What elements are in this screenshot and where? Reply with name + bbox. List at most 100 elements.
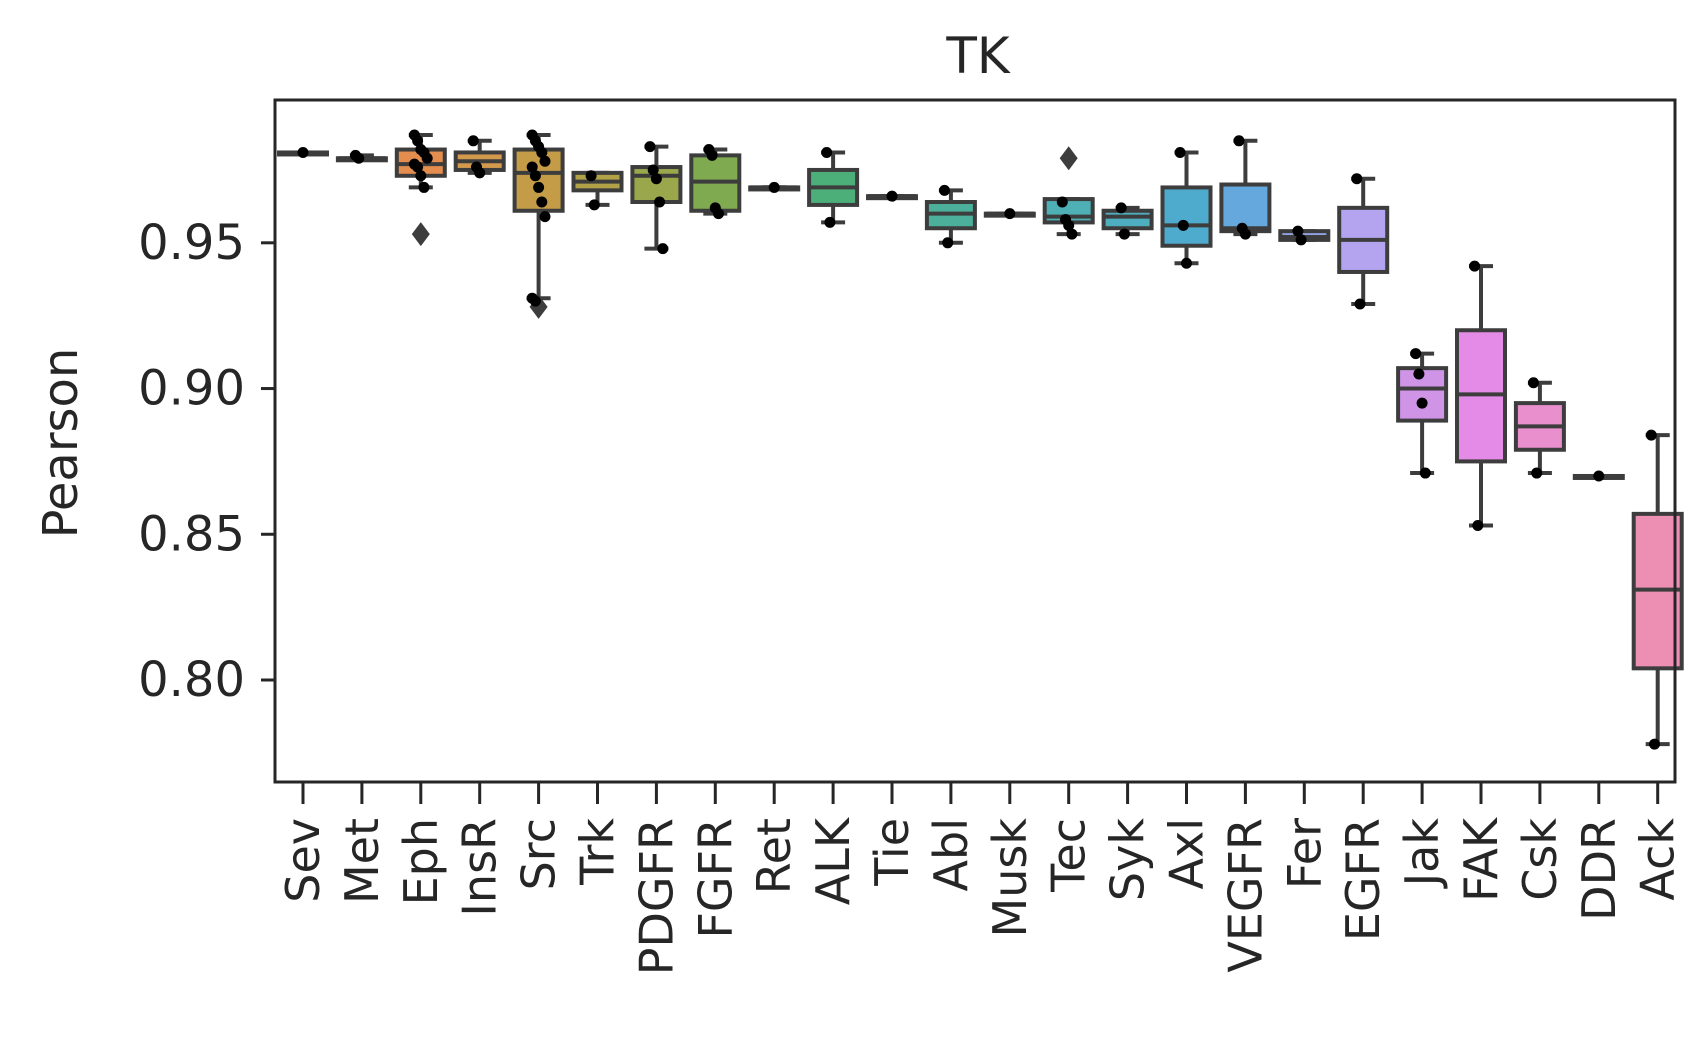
data-point — [530, 170, 541, 181]
x-axis-ticks: Sev Met Eph InsR Src Trk PDGFR FGFR Ret ALK Tie Abl… — [276, 782, 1685, 975]
x-tick-label: Eph — [394, 818, 448, 905]
x-tick-label: InsR — [453, 818, 507, 917]
box-group — [397, 129, 445, 246]
data-point — [1646, 430, 1657, 441]
x-tick-label: DDR — [1572, 818, 1626, 921]
x-tick-label: Ack — [1631, 818, 1685, 901]
box-group — [868, 191, 916, 202]
box-group — [1221, 135, 1269, 239]
x-tick-label: Jak — [1395, 818, 1449, 890]
data-point — [769, 182, 780, 193]
box-group — [515, 129, 563, 318]
box-iqr — [1163, 187, 1211, 245]
box-group — [1339, 173, 1387, 309]
data-point — [1649, 739, 1660, 750]
box-group — [574, 170, 622, 210]
box-group — [809, 147, 857, 228]
data-point — [1296, 234, 1307, 245]
x-tick-label: Musk — [983, 818, 1037, 938]
y-axis-ticks: 0.80 0.85 0.90 0.95 — [138, 215, 275, 708]
data-point — [657, 243, 668, 254]
y-tick-label: 0.90 — [138, 361, 245, 417]
x-tick-label: FAK — [1454, 816, 1508, 902]
data-point — [1181, 258, 1192, 269]
box-group — [986, 208, 1034, 219]
outlier-marker — [412, 222, 430, 246]
box-group — [927, 185, 975, 248]
box-group — [1575, 470, 1623, 481]
data-point — [530, 296, 541, 307]
box-group — [1457, 261, 1505, 531]
data-point — [589, 199, 600, 210]
x-tick-label: Trk — [571, 818, 625, 886]
data-point — [468, 135, 479, 146]
data-point — [1413, 368, 1424, 379]
data-point — [824, 217, 835, 228]
data-point — [1528, 377, 1539, 388]
data-point — [422, 153, 433, 164]
x-tick-label: Abl — [924, 818, 978, 891]
x-tick-label: Ret — [747, 818, 801, 894]
data-point — [1355, 299, 1366, 310]
data-point — [1066, 229, 1077, 240]
x-tick-label: Tec — [1042, 818, 1096, 893]
data-point — [1175, 147, 1186, 158]
x-tick-label: PDGFR — [629, 818, 683, 975]
data-point — [654, 197, 665, 208]
data-point — [821, 147, 832, 158]
data-point — [707, 150, 718, 161]
x-tick-label: EGFR — [1336, 818, 1390, 941]
data-point — [1240, 229, 1251, 240]
data-point — [536, 197, 547, 208]
data-point — [540, 156, 551, 167]
box-iqr — [1104, 211, 1152, 228]
x-tick-label: Csk — [1513, 818, 1567, 901]
data-point — [1593, 470, 1604, 481]
x-tick-label: FGFR — [688, 818, 742, 939]
y-tick-label: 0.95 — [138, 215, 245, 271]
x-tick-label: Met — [335, 818, 389, 904]
data-point — [1469, 261, 1480, 272]
data-point — [474, 167, 485, 178]
data-point — [1119, 229, 1130, 240]
x-tick-label: Src — [512, 818, 566, 890]
data-point — [1116, 202, 1127, 213]
box-group — [1398, 348, 1446, 478]
y-tick-label: 0.80 — [138, 652, 245, 708]
box-group — [1516, 377, 1564, 478]
data-point — [586, 170, 597, 181]
data-point — [1472, 520, 1483, 531]
x-tick-label: VEGFR — [1218, 818, 1272, 973]
box-group — [456, 135, 504, 178]
data-point — [1178, 220, 1189, 231]
box-group — [338, 150, 386, 164]
data-point — [942, 237, 953, 248]
x-tick-label: Tie — [865, 818, 919, 887]
data-point — [939, 185, 950, 196]
data-point — [1234, 135, 1245, 146]
box-group — [1280, 226, 1328, 246]
box-group — [1104, 202, 1152, 239]
box-group — [279, 147, 327, 158]
box-group — [750, 182, 798, 193]
data-point — [1410, 348, 1421, 359]
data-point — [1531, 468, 1542, 479]
box-group — [1163, 147, 1211, 269]
y-tick-label: 0.85 — [138, 506, 245, 562]
data-point — [713, 208, 724, 219]
box-group — [1045, 146, 1093, 239]
box-series — [279, 129, 1682, 749]
x-tick-label: Axl — [1160, 818, 1214, 889]
data-point — [419, 182, 430, 193]
x-tick-label: Syk — [1101, 818, 1155, 901]
data-point — [353, 153, 364, 164]
data-point — [1420, 468, 1431, 479]
outlier-marker — [1060, 146, 1078, 170]
x-tick-label: Sev — [276, 818, 330, 903]
chart-title: TK — [945, 27, 1011, 85]
x-tick-label: ALK — [806, 816, 860, 905]
data-point — [1004, 208, 1015, 219]
data-point — [887, 191, 898, 202]
box-group — [632, 141, 680, 254]
box-group — [691, 144, 739, 219]
